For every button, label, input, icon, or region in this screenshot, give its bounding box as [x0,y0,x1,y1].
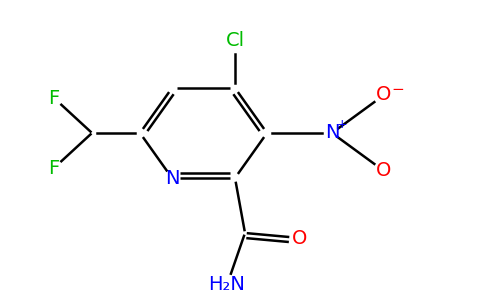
Text: N: N [325,124,339,142]
Text: F: F [48,88,60,107]
Text: O: O [292,229,308,247]
Text: H₂N: H₂N [209,275,245,295]
Text: O: O [377,161,392,181]
Text: +: + [337,118,348,131]
Text: N: N [165,169,179,188]
Text: Cl: Cl [226,31,244,50]
Text: O: O [377,85,392,104]
Text: F: F [48,158,60,178]
Text: −: − [392,82,404,97]
